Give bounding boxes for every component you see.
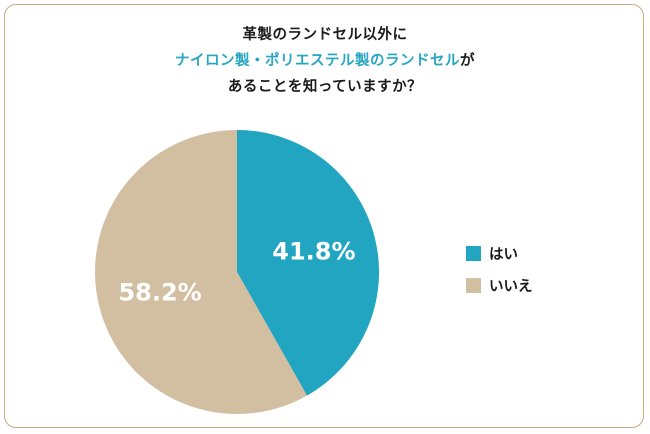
- chart-title: 革製のランドセル以外に ナイロン製・ポリエステル製のランドセルが あることを知っ…: [0, 22, 650, 100]
- legend: はい いいえ: [466, 244, 533, 308]
- pie-slices: [95, 130, 380, 414]
- title-line-3: あることを知っていますか？: [227, 79, 423, 95]
- title-line-1: 革製のランドセル以外に: [242, 27, 408, 43]
- legend-swatch-yes: [466, 245, 481, 261]
- pie-label-no: 58.2%: [118, 278, 201, 306]
- legend-label-no: いいえ: [489, 278, 533, 295]
- legend-swatch-no: [466, 277, 481, 293]
- pie-label-yes: 41.8%: [272, 238, 355, 266]
- legend-item-no: いいえ: [466, 276, 533, 295]
- pie-slice-labels: 41.8% 58.2%: [118, 238, 355, 307]
- title-line-2-suffix: が: [460, 53, 475, 69]
- title-accent-text: ナイロン製・ポリエステル製のランドセル: [175, 53, 460, 69]
- title-line-2: ナイロン製・ポリエステル製のランドセルが: [0, 48, 650, 74]
- pie-slice-no: [95, 130, 307, 414]
- legend-label-yes: はい: [489, 246, 518, 263]
- legend-item-yes: はい: [466, 244, 533, 263]
- pie-slice-yes: [237, 130, 380, 396]
